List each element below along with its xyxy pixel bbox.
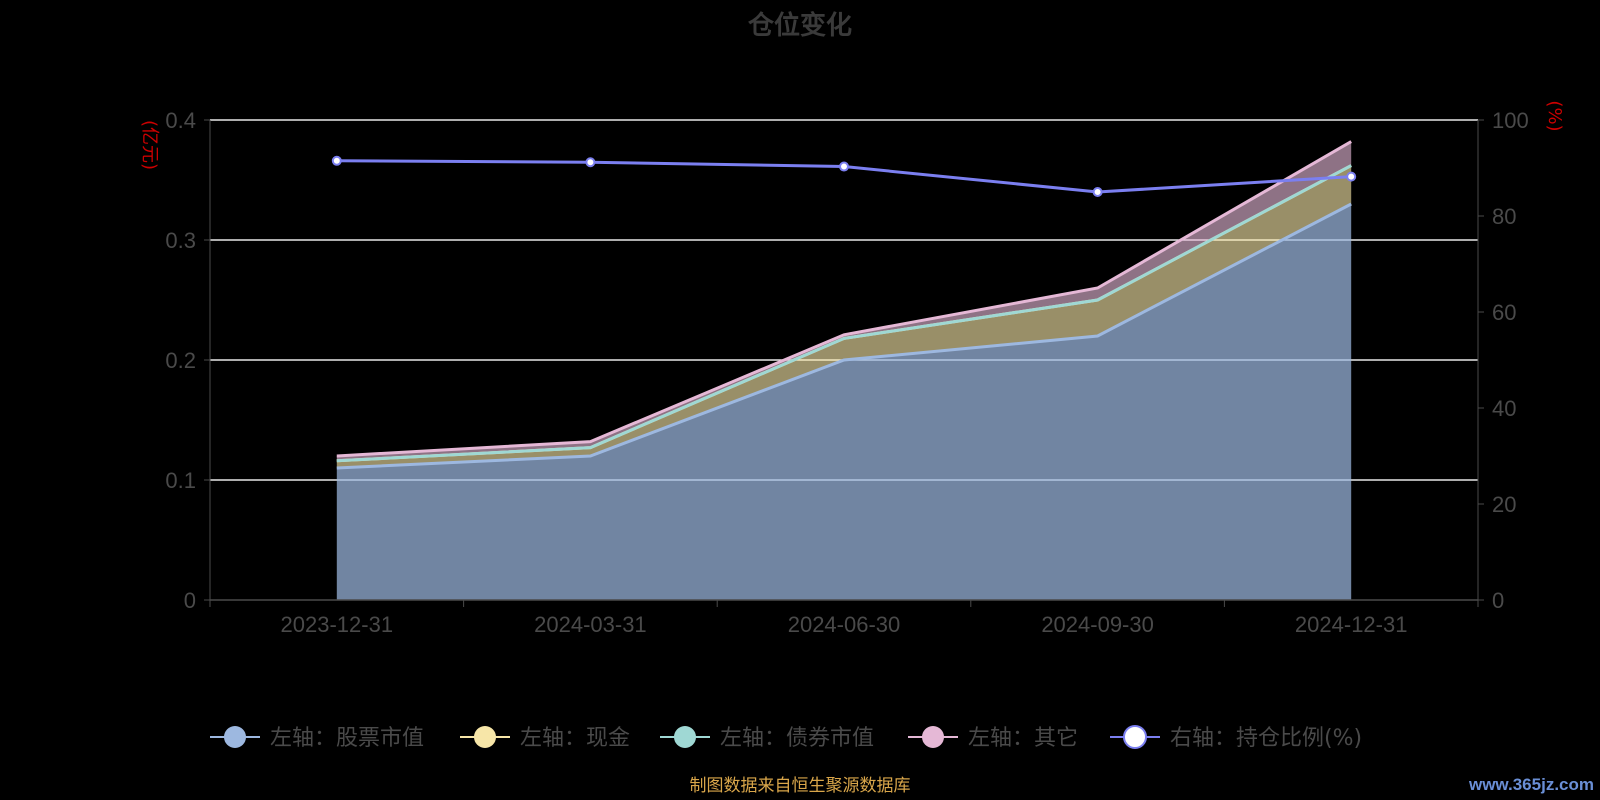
x-axis-tick-label: 2024-06-30 [788,612,901,637]
legend-marker [1123,725,1147,749]
legend-marker [922,726,944,748]
left-axis-unit: (亿元) [139,120,160,170]
x-axis-tick-label: 2024-09-30 [1041,612,1154,637]
legend-label: 左轴：其它 [968,726,1078,751]
axes: 0 0.1 0.2 0.3 0.4 0 20 40 60 80 100 2023-12-31 2024-… [165,108,1528,637]
ratio-point [585,157,596,168]
legend-label: 左轴：股票市值 [270,726,424,751]
area-edge-2 [336,164,1352,463]
right-axis-tick-label: 80 [1492,204,1516,229]
plot-areas [336,140,1352,600]
ratio-point [1092,187,1103,197]
legend-label: 左轴：现金 [520,726,630,751]
legend-marker [474,726,496,748]
watermark: www.365jz.com [1468,775,1594,794]
left-axis-tick-label: 0.4 [165,108,196,133]
left-axis-tick-label: 0.1 [165,468,196,493]
data-source-note: 制图数据来自恒生聚源数据库 [690,776,911,796]
legend-label: 右轴：持仓比例(%) [1170,726,1362,751]
ratio-point [839,161,849,172]
right-axis-tick-label: 40 [1492,396,1516,421]
area-edge-0 [336,202,1352,470]
chart-title: 仓位变化 [747,10,852,40]
x-axis-tick-label: 2024-03-31 [534,612,647,637]
left-axis-tick-label: 0.2 [165,348,196,373]
ratio-point [1346,171,1357,182]
right-axis-unit: (%) [1544,100,1565,131]
left-axis-tick-label: 0 [184,588,196,613]
ratio-point [331,155,342,166]
x-axis-tick-label: 2023-12-31 [281,612,394,637]
legend-label: 左轴：债券市值 [720,726,874,751]
right-axis-tick-label: 60 [1492,300,1516,325]
right-axis-tick-label: 100 [1492,108,1529,133]
right-axis-tick-label: 0 [1492,588,1504,613]
area-edge-3 [336,140,1352,458]
legend-marker [224,726,246,748]
left-axis-tick-label: 0.3 [165,228,196,253]
area-0 [336,204,1352,600]
legend-marker [674,726,696,748]
x-axis-tick-label: 2024-12-31 [1295,612,1408,637]
right-axis-tick-label: 20 [1492,492,1516,517]
plot-lines [331,155,1357,197]
legend: 左轴：股票市值 左轴：现金 左轴：债券市值 左轴：其它 右轴：持仓比例(%) [210,725,1362,751]
